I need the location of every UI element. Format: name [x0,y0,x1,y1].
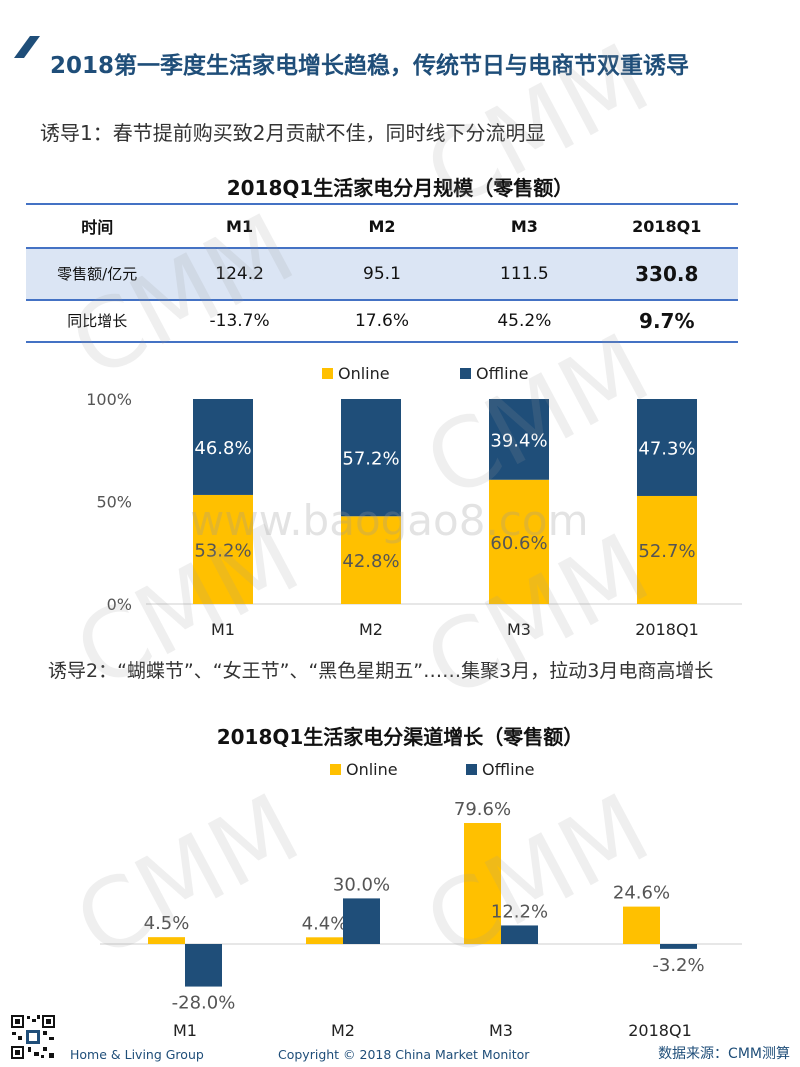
chart2-title: 2018Q1生活家电分渠道增长（零售额） [216,725,584,749]
table-title: 2018Q1生活家电分月规模（零售额） [226,176,574,200]
table-cell: 95.1 [363,264,401,284]
qr-code-icon [10,1014,56,1060]
bar-offline [343,898,380,944]
x-tick-label: M1 [211,620,235,639]
bar-online [637,495,697,604]
monthly-scale-table: 时间 M1 M2 M3 2018Q1 零售额/亿元 124.2 95.1 111… [26,203,738,343]
data-label-offline: 47.3% [638,438,695,459]
legend-swatch-offline [460,368,471,379]
data-label-offline: 46.8% [194,438,251,459]
x-tick-label: M1 [173,1021,197,1040]
legend-swatch-online [322,368,333,379]
data-label-offline: -3.2% [652,955,704,976]
table-header-cell: 2018Q1 [632,216,702,236]
data-label-offline: 30.0% [333,874,390,895]
bar-online [464,823,501,944]
bar-offline [185,944,222,987]
data-label-online: 52.7% [638,541,695,562]
bar-online [148,937,185,944]
data-label-online: 24.6% [613,883,670,904]
bar-offline [660,944,697,949]
table-cell: 111.5 [500,264,549,284]
legend-label-online: Online [338,364,390,383]
data-label-online: 4.5% [144,913,190,934]
x-tick-label: M3 [489,1021,513,1040]
footer-copyright: Copyright © 2018 China Market Monitor [278,1047,530,1062]
y-tick-label: 50% [96,493,132,512]
data-label-offline: -28.0% [172,993,236,1014]
bar-offline [637,399,697,496]
bar-online [193,494,253,604]
table-cell-total: 330.8 [635,262,699,286]
data-label-online: 4.4% [302,913,348,934]
table-cell: 17.6% [354,311,409,331]
table-header-cell: M1 [226,216,254,236]
legend-label-offline: Offline [476,364,529,383]
legend-swatch-online [330,764,341,775]
data-label-online: 79.6% [454,799,511,820]
channel-growth-chart: Online Offline 4.5% -28.0% M1 4.4% 30.0% M2 79.6… [100,760,742,1040]
title-accent-icon [14,36,40,58]
page-title: 2018第一季度生活家电增长趋稳，传统节日与电商节双重诱导 [50,53,690,79]
data-label-offline: 12.2% [491,901,548,922]
bar-online [623,906,660,944]
table-cell-total: 9.7% [639,309,695,333]
bar-offline [193,399,253,495]
table-cell: -13.7% [209,311,270,331]
subtitle-2: 诱导2：“蝴蝶节”、“女王节”、“黑色星期五”……集聚3月，拉动3月电商高增长 [48,660,714,682]
footer-group: Home & Living Group [70,1047,204,1062]
data-label-offline: 39.4% [490,430,547,451]
table-row: 同比增长 -13.7% 17.6% 45.2% 9.7% [26,300,738,342]
table-cell: 45.2% [497,311,552,331]
table-header-cell: 时间 [81,218,114,237]
x-tick-label: 2018Q1 [635,620,699,639]
row-label: 零售额/亿元 [57,264,138,283]
footer-source: 数据来源：CMM测算 [658,1046,790,1062]
legend-swatch-offline [466,764,477,775]
data-label-online: 42.8% [342,551,399,572]
bar-offline [341,399,401,517]
x-tick-label: M3 [507,620,531,639]
bar-online [341,516,401,604]
x-tick-label: M2 [331,1021,355,1040]
table-cell: 124.2 [215,264,264,284]
y-tick-label: 100% [86,390,132,409]
table-header-cell: M2 [368,216,396,236]
x-tick-label: M2 [359,620,383,639]
table-header-row: 时间 M1 M2 M3 2018Q1 [26,204,738,248]
y-tick-label: 0% [107,595,132,614]
row-label: 同比增长 [67,311,128,330]
legend-label-offline: Offline [482,760,535,779]
table-row: 零售额/亿元 124.2 95.1 111.5 330.8 [26,248,738,300]
bar-online [306,937,343,944]
bar-online [489,479,549,604]
subtitle-1: 诱导1：春节提前购买致2月贡献不佳，同时线下分流明显 [40,121,546,145]
bar-offline [501,925,538,944]
channel-share-chart: Online Offline 0% 50% 100% 53.2% 46.8% M1 42.8% 5… [86,364,742,639]
x-tick-label: 2018Q1 [628,1021,692,1040]
table-header-cell: M3 [510,216,538,236]
bar-offline [489,399,549,480]
data-label-online: 53.2% [194,540,251,561]
data-label-offline: 57.2% [342,449,399,470]
legend-label-online: Online [346,760,398,779]
data-label-online: 60.6% [490,533,547,554]
